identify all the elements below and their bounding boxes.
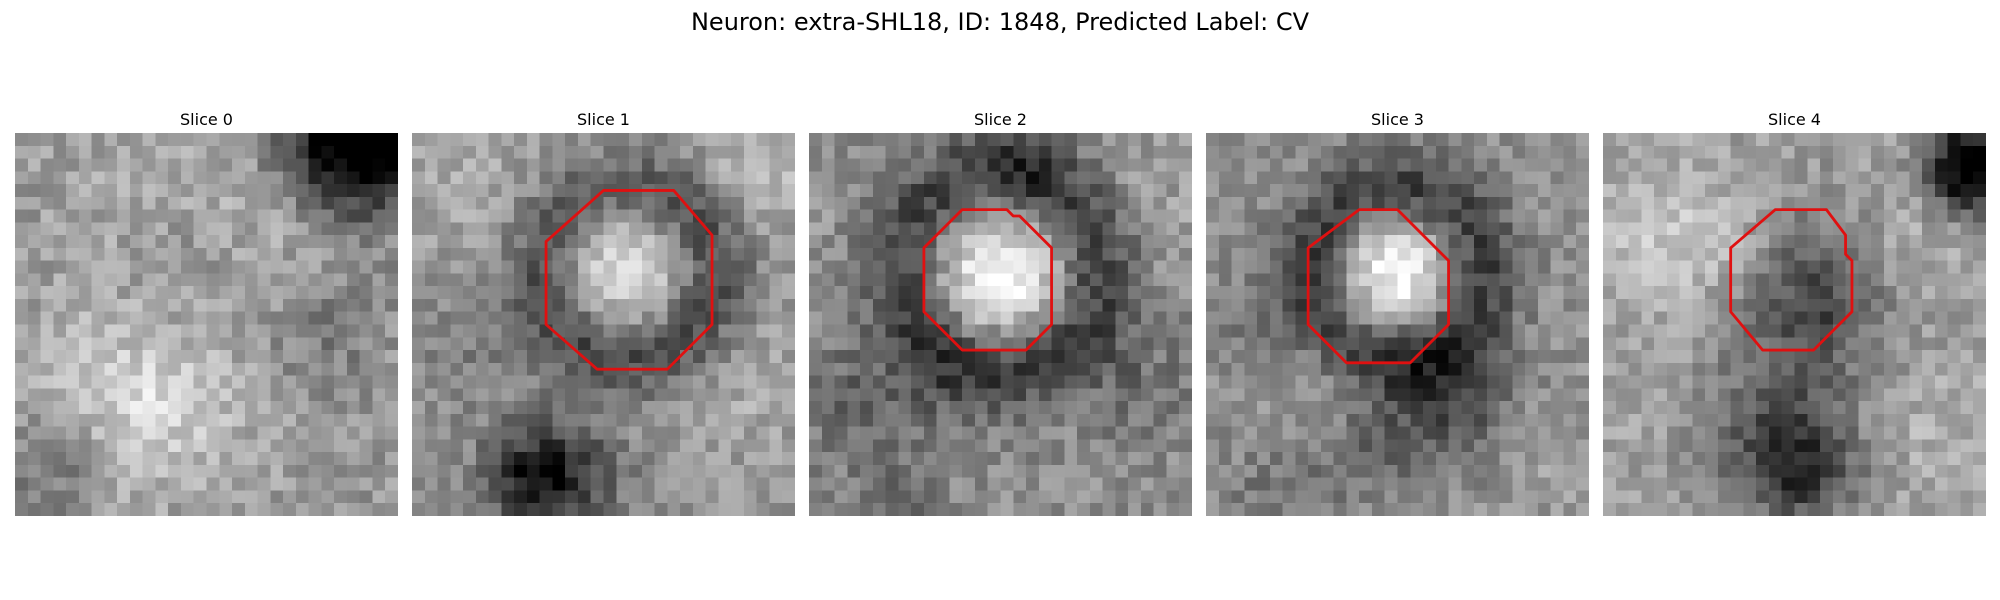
- slice-image-3: [1206, 133, 1589, 516]
- slice-panel-4: Slice 4: [1603, 108, 1986, 516]
- slice-panel-1: Slice 1: [412, 108, 795, 516]
- slice-title: Slice 2: [974, 110, 1027, 129]
- roi-contour: [544, 189, 714, 371]
- slice-title: Slice 4: [1768, 110, 1821, 129]
- slice-image-4: [1603, 133, 1986, 516]
- figure-title: Neuron: extra-SHL18, ID: 1848, Predicted…: [690, 8, 1310, 36]
- pixel-grid: [809, 133, 1192, 516]
- pixel-grid: [1603, 133, 1986, 516]
- slice-image-2: [809, 133, 1192, 516]
- pixel-grid: [1206, 133, 1589, 516]
- roi-contour: [1729, 208, 1854, 352]
- slice-panel-0: Slice 0: [15, 108, 398, 516]
- slice-panel-3: Slice 3: [1206, 108, 1589, 516]
- slice-image-1: [412, 133, 795, 516]
- slice-title: Slice 1: [577, 110, 630, 129]
- slice-title: Slice 0: [180, 110, 233, 129]
- roi-contour: [1306, 208, 1450, 365]
- pixel-grid: [15, 133, 398, 516]
- slice-image-0: [15, 133, 398, 516]
- pixel-grid: [412, 133, 795, 516]
- slice-panel-2: Slice 2: [809, 108, 1192, 516]
- slice-title: Slice 3: [1371, 110, 1424, 129]
- roi-contour: [922, 208, 1053, 352]
